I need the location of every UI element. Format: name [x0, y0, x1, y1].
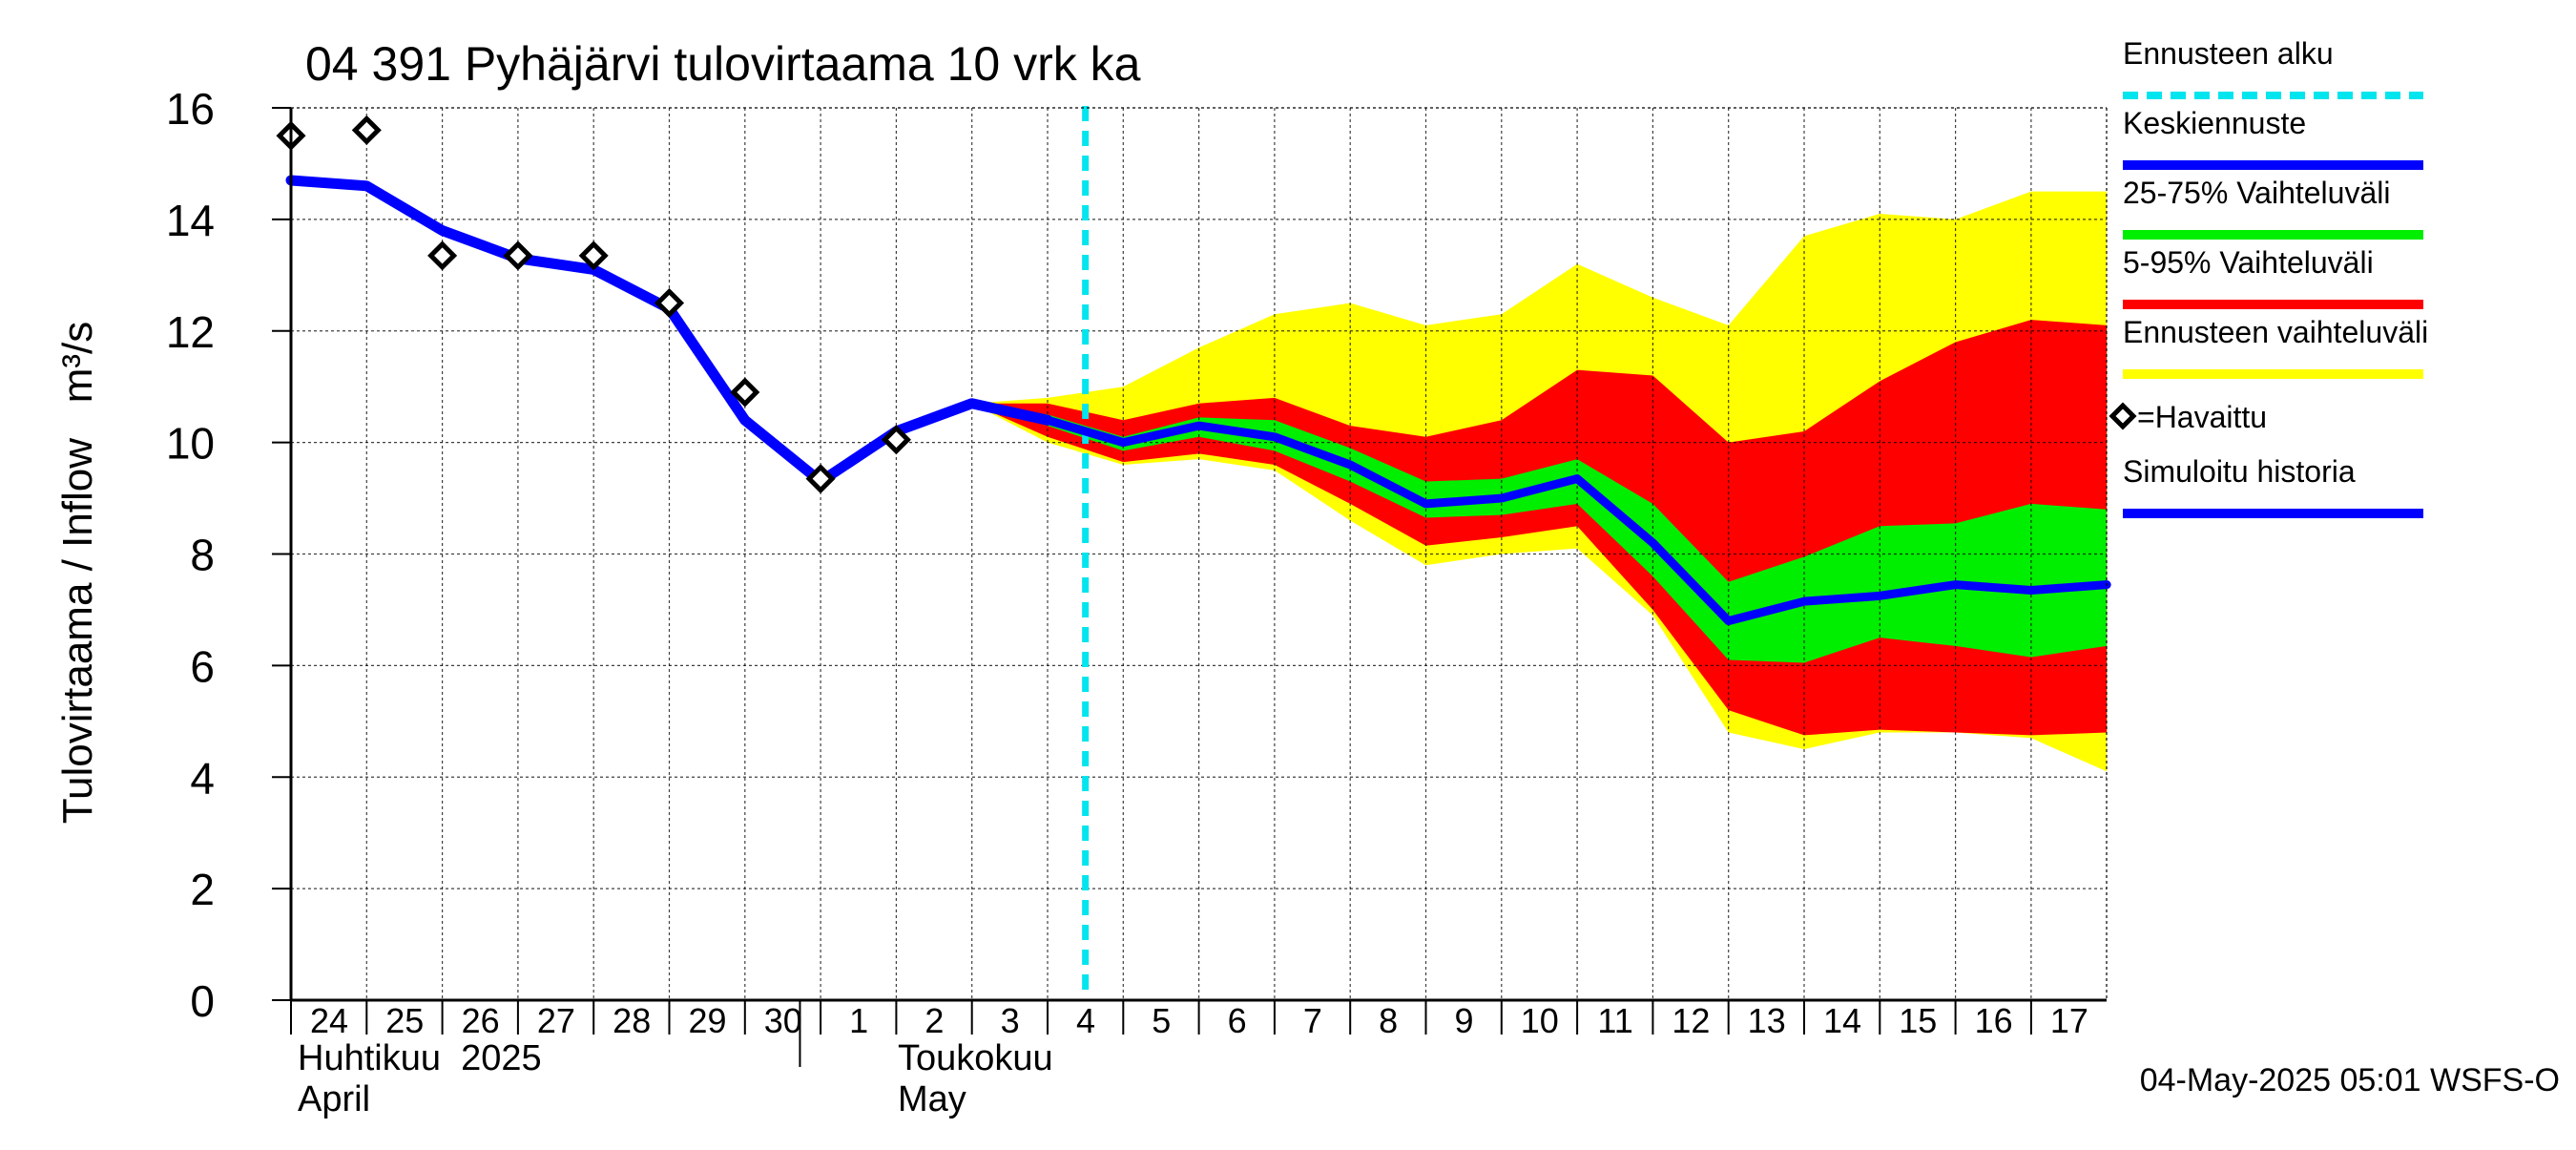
legend-label: Keskiennuste — [2123, 106, 2306, 140]
x-tick-label: 15 — [1899, 1001, 1937, 1040]
x-tick-label: 27 — [537, 1001, 575, 1040]
y-tick-label: 16 — [166, 84, 215, 134]
axes — [272, 107, 2108, 1067]
y-tick-label: 6 — [190, 641, 215, 691]
legend-label: 25-75% Vaihteluväli — [2123, 176, 2390, 210]
y-tick-label: 12 — [166, 307, 215, 357]
y-tick-labels: 0 2 4 6 8 10 12 14 16 — [166, 84, 215, 1026]
x-tick-label: 25 — [385, 1001, 424, 1040]
footer-timestamp: 04-May-2025 05:01 WSFS-O — [2140, 1062, 2560, 1098]
x-tick-label: 14 — [1823, 1001, 1861, 1040]
x-tick-label: 13 — [1748, 1001, 1786, 1040]
observed-point — [427, 240, 458, 271]
x-tick-label: 24 — [310, 1001, 348, 1040]
legend-label: 5-95% Vaihteluväli — [2123, 245, 2374, 280]
x-tick-label: 7 — [1303, 1001, 1322, 1040]
forecast-bands — [971, 191, 2108, 772]
x-tick-label: 6 — [1228, 1001, 1247, 1040]
legend-label: =Havaittu — [2137, 400, 2267, 434]
chart-title: 04 391 Pyhäjärvi tulovirtaama 10 vrk ka — [305, 37, 1141, 91]
x-tick-label: 16 — [1975, 1001, 2013, 1040]
x-tick-label: 4 — [1076, 1001, 1095, 1040]
y-axis-label: Tulovirtaama / Inflow m³/s — [54, 322, 101, 825]
month-label-may-fi: Toukokuu — [898, 1038, 1053, 1078]
x-tick-label: 10 — [1521, 1001, 1559, 1040]
month-label-may-en: May — [898, 1079, 966, 1119]
observed-point — [503, 240, 533, 271]
y-tick-label: 10 — [166, 419, 215, 469]
y-tick-label: 14 — [166, 196, 215, 245]
observed-point — [881, 425, 911, 455]
legend-label: Simuloitu historia — [2123, 454, 2356, 489]
x-tick-label: 9 — [1454, 1001, 1473, 1040]
legend-label: Ennusteen vaihteluväli — [2123, 315, 2428, 349]
legend: Ennusteen alku Keskiennuste 25-75% Vaihtel… — [2109, 36, 2428, 518]
x-tick-label: 26 — [462, 1001, 500, 1040]
observed-point — [578, 240, 609, 271]
x-tick-label: 1 — [849, 1001, 868, 1040]
observed-markers — [276, 115, 911, 494]
observed-point — [805, 464, 836, 494]
x-tick-label: 17 — [2050, 1001, 2088, 1040]
x-tick-label: 5 — [1152, 1001, 1171, 1040]
x-tick-label: 12 — [1672, 1001, 1710, 1040]
observed-point — [654, 287, 685, 319]
month-label-april-en: April — [298, 1079, 370, 1119]
legend-marker-observed — [2109, 402, 2137, 430]
observed-point — [351, 115, 382, 145]
x-tick-label: 28 — [613, 1001, 651, 1040]
x-tick-label: 3 — [1001, 1001, 1020, 1040]
x-tick-label: 8 — [1379, 1001, 1398, 1040]
x-tick-label: 2 — [924, 1001, 944, 1040]
y-tick-label: 4 — [190, 753, 215, 803]
grid-lines — [291, 108, 2107, 1000]
month-labels: Huhtikuu 2025 April Toukokuu May — [298, 1038, 1053, 1119]
y-tick-label: 8 — [190, 531, 215, 580]
legend-label: Ennusteen alku — [2123, 36, 2334, 71]
series-line-keskiennuste — [967, 399, 2111, 626]
x-tick-label: 11 — [1597, 1001, 1632, 1040]
x-tick-label: 30 — [764, 1001, 802, 1040]
y-tick-label: 0 — [190, 976, 215, 1026]
observed-point — [730, 377, 760, 408]
x-tick-labels: 24 25 26 27 28 29 30 1 2 3 4 5 6 7 8 9 10 11 12 13 14 15 16 17 — [310, 1001, 2088, 1040]
x-tick-label: 29 — [688, 1001, 726, 1040]
y-tick-label: 2 — [190, 865, 215, 914]
month-label-april-fi: Huhtikuu 2025 — [298, 1038, 542, 1078]
